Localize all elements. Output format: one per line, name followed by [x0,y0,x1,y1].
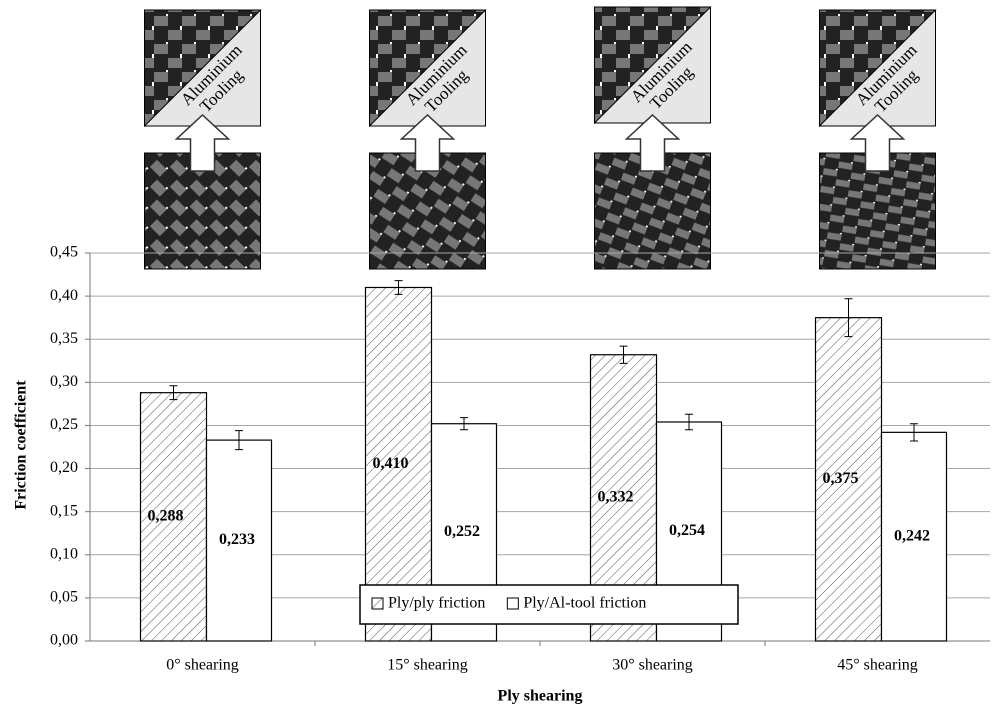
y-tick-label: 0,40 [50,287,78,304]
chart: AluminiumTooling AluminiumTooling Aluminiu… [0,0,998,709]
legend-label: Ply/Al-tool friction [523,595,646,612]
y-tick-label: 0,05 [50,589,78,606]
value-label: 0,233 [219,531,255,548]
x-tick-label: 30° shearing [612,657,693,674]
value-label: 0,252 [444,523,480,540]
value-label: 0,410 [373,455,409,472]
y-tick-label: 0,10 [50,545,78,562]
y-tick-label: 0,45 [50,244,78,261]
legend-swatch [507,598,518,609]
value-label: 0,375 [823,470,859,487]
y-tick-label: 0,30 [50,373,78,390]
x-tick-label: 0° shearing [166,657,239,674]
y-axis-label: Friction coefficient [13,380,30,510]
y-tick-label: 0,00 [50,632,78,649]
value-label: 0,288 [148,508,184,525]
value-label: 0,332 [598,489,634,506]
legend-swatch [372,598,383,609]
legend: Ply/ply friction Ply/Al-tool friction [360,585,738,624]
plot-area: 0,00 0,05 0,10 0,15 0,20 0,25 0,30 0,35 0,40 0,45… [50,244,990,674]
y-tick-label: 0,35 [50,330,78,347]
value-label: 0,254 [669,522,705,539]
value-label: 0,242 [894,527,930,544]
y-tick-label: 0,15 [50,502,78,519]
y-tick-label: 0,20 [50,459,78,476]
y-tick-label: 0,25 [50,416,78,433]
x-tick-label: 15° shearing [387,657,468,674]
x-axis-label: Ply shearing [498,688,583,705]
legend-label: Ply/ply friction [388,595,485,612]
x-tick-label: 45° shearing [837,657,918,674]
